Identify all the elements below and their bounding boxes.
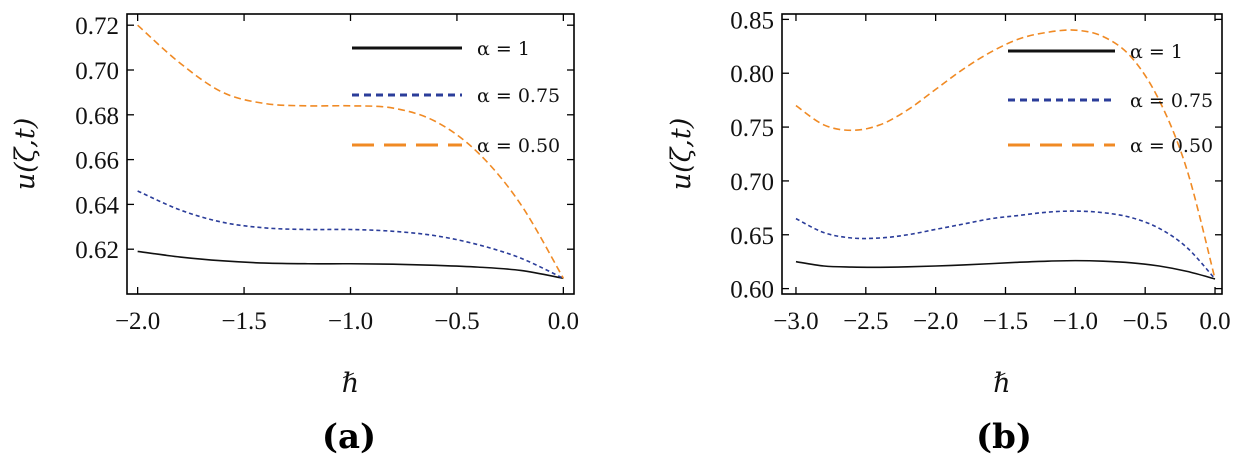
series-line-solid [137,250,564,280]
y-tick-label: 0.80 [730,61,774,88]
y-tick-label: 0.85 [730,7,774,34]
y-tick-label: 0.65 [730,223,774,250]
y-tick-label: 0.70 [75,58,119,85]
legend-label: α = 1 [477,38,530,60]
series-line-dotted [137,190,564,280]
panel-label: (b) [976,417,1032,457]
legend: α = 1 α = 0.75 α = 0.50 [1008,41,1213,157]
series-line-dashed [137,24,565,279]
series-line-dotted [795,210,1216,280]
y-tick-label: 0.72 [75,13,119,40]
x-tick-label: −2.5 [843,308,888,335]
chart-panel-a: −2.0 −1.5 −1.0 −0.5 0.0 0.62 0.64 0.66 0.68 0.70 0… [10,13,579,457]
x-tick-label: 0.0 [1199,308,1230,335]
x-tick-label: −3.0 [773,308,818,335]
plot-frame [781,13,1223,295]
series-line-solid [795,259,1216,280]
x-tick-label: −0.5 [1122,308,1167,335]
x-tick-label: −2.0 [115,308,160,335]
legend-label: α = 0.75 [477,85,560,107]
x-tick-label: −2.0 [913,308,958,335]
y-tick-label: 0.64 [75,192,119,219]
y-tick-label: 0.68 [75,103,119,130]
legend-label: α = 0.50 [1130,135,1213,157]
y-tick-label: 0.70 [730,169,774,196]
legend-label: α = 1 [1130,41,1183,63]
y-axis-title: u(ζ,t) [666,118,697,191]
y-tick-label: 0.75 [730,115,774,142]
x-tick-label: −0.5 [434,308,479,335]
x-tick-label: −1.0 [328,308,373,335]
y-tick-label: 0.62 [75,237,119,264]
x-axis-title: ℏ [993,368,1010,399]
legend-label: α = 0.75 [1130,90,1213,112]
y-tick-label: 0.60 [730,277,774,304]
x-tick-label: −1.0 [1053,308,1098,335]
panel-label: (a) [322,417,376,457]
chart-panel-b: −3.0 −2.5 −2.0 −1.5 −1.0 −0.5 0.0 0.60 0.65 0.70 0… [666,7,1231,457]
legend: α = 1 α = 0.75 α = 0.50 [352,38,560,157]
x-tick-label: −1.5 [221,308,266,335]
legend-label: α = 0.50 [477,135,560,157]
x-tick-label: −1.5 [983,308,1028,335]
x-tick-label: 0.0 [548,308,579,335]
x-axis-title: ℏ [342,368,359,399]
y-axis-title: u(ζ,t) [10,118,41,191]
series-line-dashed [795,29,1216,280]
y-tick-label: 0.66 [75,148,119,175]
